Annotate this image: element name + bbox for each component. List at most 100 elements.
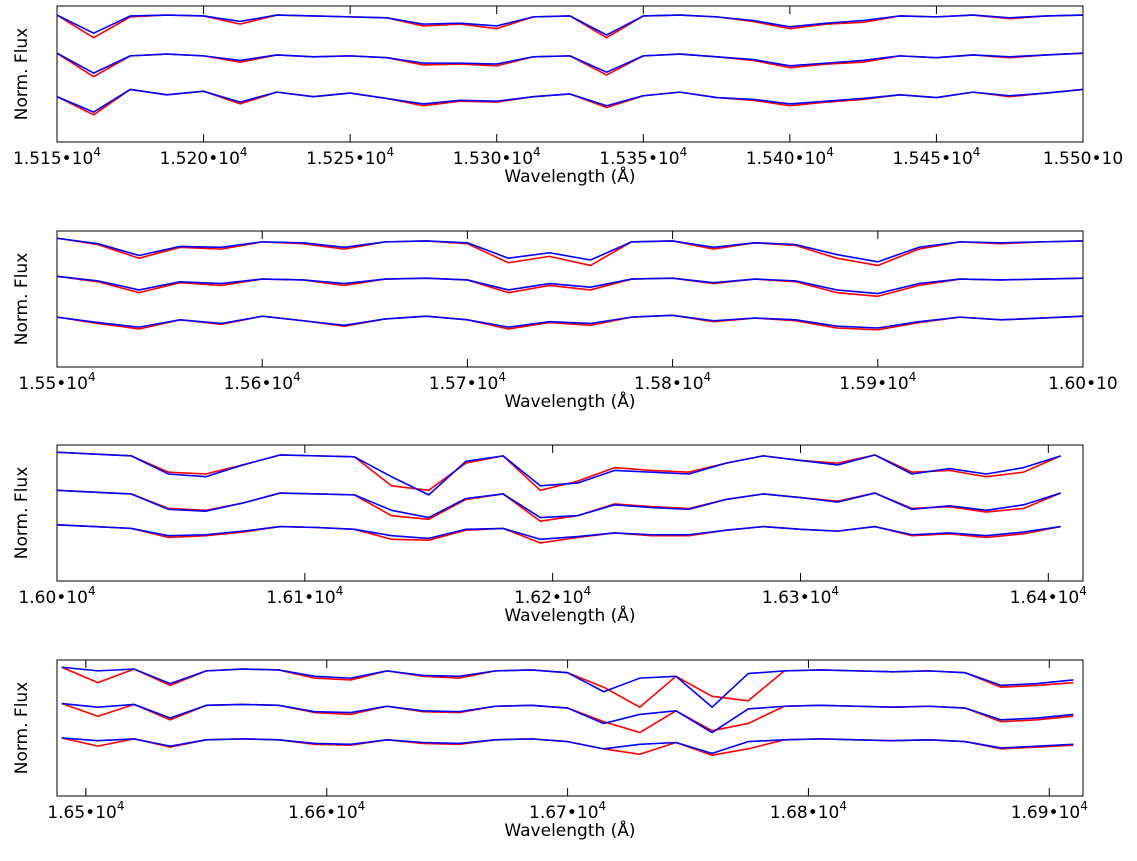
spectrum-line [61, 666, 1074, 708]
tick-exponent: 4 [680, 145, 688, 159]
tick-mantissa: 1.62•10 [514, 588, 584, 608]
x-axis-label: Wavelength (Å) [504, 165, 635, 187]
tick-mantissa: 1.68•10 [770, 803, 840, 823]
x-tick-label: 1.69•104 [1011, 799, 1088, 823]
x-tick-label: 1.530•104 [453, 145, 541, 169]
spectrum-line [56, 237, 1084, 263]
x-tick-label: 1.64•104 [1010, 584, 1087, 608]
spectrum-line [56, 275, 1084, 298]
x-tick-label: 1.525•104 [306, 145, 394, 169]
tick-mantissa: 1.64•10 [1010, 588, 1080, 608]
tick-mantissa: 1.60•10 [1048, 374, 1118, 394]
x-axis-label: Wavelength (Å) [504, 390, 635, 412]
tick-mantissa: 1.57•10 [429, 374, 499, 394]
spectrum-line [56, 52, 1084, 74]
tick-exponent: 4 [831, 584, 839, 598]
tick-mantissa: 1.63•10 [762, 588, 832, 608]
tick-exponent: 4 [584, 584, 592, 598]
spectrum-line [56, 314, 1084, 329]
tick-mantissa: 1.56•10 [224, 374, 294, 394]
tick-mantissa: 1.58•10 [634, 374, 704, 394]
tick-exponent: 4 [498, 370, 506, 384]
spectrum-line [56, 489, 1061, 519]
plot-frame [56, 659, 1084, 797]
tick-exponent: 4 [336, 584, 344, 598]
x-tick-label: 1.63•104 [762, 584, 839, 608]
tick-exponent: 4 [1080, 799, 1088, 813]
x-tick-label: 1.66•104 [288, 799, 365, 823]
tick-mantissa: 1.525•10 [306, 149, 386, 169]
x-tick-label: 1.60•10 [1048, 374, 1118, 394]
tick-exponent: 4 [533, 145, 541, 159]
x-tick-label: 1.56•104 [224, 370, 301, 394]
tick-mantissa: 1.60•10 [18, 588, 88, 608]
spectrum-line [61, 737, 1074, 755]
tick-exponent: 4 [599, 799, 607, 813]
x-axis-label: Wavelength (Å) [504, 819, 635, 841]
tick-mantissa: 1.550•10 [1043, 149, 1123, 169]
tick-exponent: 4 [88, 584, 96, 598]
tick-mantissa: 1.61•10 [266, 588, 336, 608]
plot-frame [56, 444, 1084, 582]
x-tick-label: 1.59•104 [839, 370, 916, 394]
x-axis-label: Wavelength (Å) [504, 604, 635, 626]
x-tick-label: 1.61•104 [266, 584, 343, 608]
x-tick-label: 1.515•104 [13, 145, 101, 169]
tick-exponent: 4 [839, 799, 847, 813]
x-tick-label: 1.68•104 [770, 799, 847, 823]
tick-exponent: 4 [973, 145, 981, 159]
y-axis-label: Norm. Flux [12, 28, 32, 121]
tick-exponent: 4 [386, 145, 394, 159]
x-tick-label: 1.62•104 [514, 584, 591, 608]
x-tick-label: 1.57•104 [429, 370, 506, 394]
tick-mantissa: 1.69•10 [1011, 803, 1081, 823]
tick-mantissa: 1.66•10 [288, 803, 358, 823]
x-tick-label: 1.55•104 [18, 370, 95, 394]
tick-exponent: 4 [1079, 584, 1087, 598]
tick-exponent: 4 [117, 799, 125, 813]
spectrum-line [56, 14, 1084, 36]
tick-exponent: 4 [240, 145, 248, 159]
tick-exponent: 4 [93, 145, 101, 159]
tick-exponent: 4 [704, 370, 712, 384]
x-tick-label: 1.58•104 [634, 370, 711, 394]
x-tick-label: 1.60•104 [18, 584, 95, 608]
panel: 1.515•104 1.520•104 1.525•104 1.530•104 1.53… [12, 5, 1123, 187]
spectrum-line [56, 523, 1061, 541]
panel: 1.55•104 1.56•104 1.57•104 1.58•104 1.59•104… [12, 230, 1118, 412]
spectrum-line [56, 451, 1062, 492]
y-axis-label: Norm. Flux [12, 253, 32, 346]
tick-mantissa: 1.520•10 [160, 149, 240, 169]
panel: 1.65•104 1.66•104 1.67•104 1.68•104 1.69•104… [12, 659, 1088, 841]
panel: 1.60•104 1.61•104 1.62•104 1.63•104 1.64•104… [12, 444, 1087, 626]
spectrum-line [56, 88, 1084, 113]
y-axis-label: Norm. Flux [12, 682, 32, 775]
x-tick-label: 1.535•104 [599, 145, 687, 169]
x-tick-label: 1.545•104 [892, 145, 980, 169]
x-tick-label: 1.550•10 [1043, 149, 1123, 169]
tick-mantissa: 1.59•10 [839, 374, 909, 394]
x-tick-label: 1.67•104 [529, 799, 606, 823]
spectrum-line [56, 14, 1084, 39]
tick-mantissa: 1.67•10 [529, 803, 599, 823]
tick-mantissa: 1.545•10 [892, 149, 972, 169]
spectrum-line [56, 237, 1084, 267]
tick-mantissa: 1.515•10 [13, 149, 93, 169]
plot-frame [56, 5, 1084, 143]
tick-exponent: 4 [293, 370, 301, 384]
plot-frame [56, 230, 1084, 368]
tick-exponent: 4 [826, 145, 834, 159]
x-tick-label: 1.65•104 [47, 799, 124, 823]
spectrum-line [61, 702, 1074, 734]
x-tick-label: 1.520•104 [160, 145, 248, 169]
tick-exponent: 4 [88, 370, 96, 384]
spectrum-line [56, 451, 1061, 496]
tick-exponent: 4 [909, 370, 917, 384]
tick-mantissa: 1.535•10 [599, 149, 679, 169]
tick-mantissa: 1.540•10 [746, 149, 826, 169]
x-tick-label: 1.540•104 [746, 145, 834, 169]
spectrum-line [56, 275, 1084, 295]
y-axis-label: Norm. Flux [12, 467, 32, 560]
